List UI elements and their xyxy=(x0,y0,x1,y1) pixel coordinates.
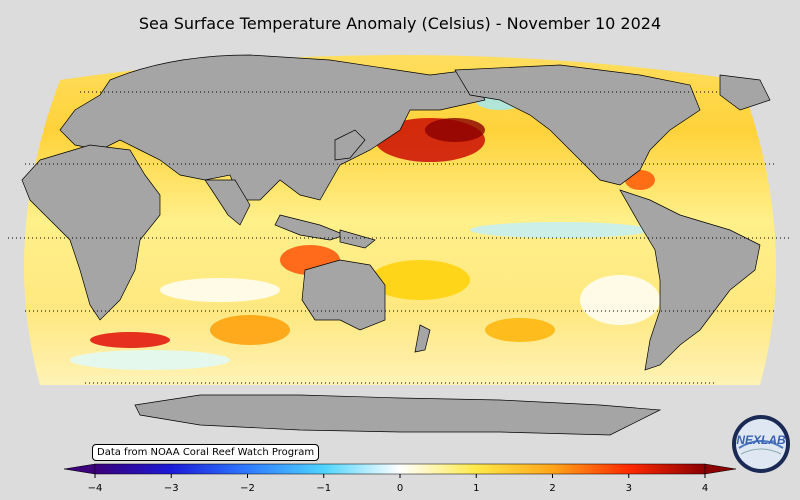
colorbar-tick-label: 3 xyxy=(625,483,632,494)
colorbar-tick-label: 4 xyxy=(701,483,709,494)
parallels xyxy=(8,91,792,384)
colorbar-body xyxy=(94,463,706,475)
colorbar-tick-label: −2 xyxy=(240,483,255,494)
anomaly-patch xyxy=(425,118,485,142)
anomaly-patch xyxy=(370,260,470,300)
colorbar-tick-label: 1 xyxy=(473,483,480,494)
colorbar-right-extension xyxy=(704,463,737,475)
anomaly-patch xyxy=(485,318,555,342)
greenland-landmass xyxy=(719,74,771,111)
anomaly-patch xyxy=(70,350,230,370)
anomaly-patch xyxy=(160,278,280,302)
indonesia-islands xyxy=(274,214,347,241)
japan-island xyxy=(334,129,366,161)
map-title: Sea Surface Temperature Anomaly (Celsius… xyxy=(138,14,662,33)
antarctica-landmass xyxy=(134,394,662,436)
colorbar-tick-label: −3 xyxy=(163,483,179,494)
nexlab-logo: NEXLAB xyxy=(732,415,790,473)
logo-text: NEXLAB xyxy=(736,433,786,447)
north-america-landmass xyxy=(454,64,701,186)
colorbar-tick-label: 0 xyxy=(396,483,404,494)
anomaly-patch xyxy=(90,332,170,348)
eurasia-landmass xyxy=(59,54,486,201)
colorbar-tick-label: −1 xyxy=(316,483,332,494)
anomaly-patch xyxy=(470,222,650,238)
colorbar-tick-label: 2 xyxy=(549,483,556,494)
anomaly-patch xyxy=(580,275,660,325)
data-credit-label: Data from NOAA Coral Reef Watch Program xyxy=(92,444,320,461)
south-america-landmass xyxy=(619,189,761,371)
new-zealand-island xyxy=(414,324,431,353)
anomaly-patch xyxy=(210,315,290,345)
australia-landmass xyxy=(301,259,386,331)
colorbar-tick-label: −4 xyxy=(87,483,103,494)
colorbar xyxy=(63,463,737,478)
india-landmass xyxy=(204,179,251,226)
africa-landmass xyxy=(21,144,161,321)
land-layer xyxy=(21,54,771,436)
colorbar-left-extension xyxy=(63,463,96,475)
